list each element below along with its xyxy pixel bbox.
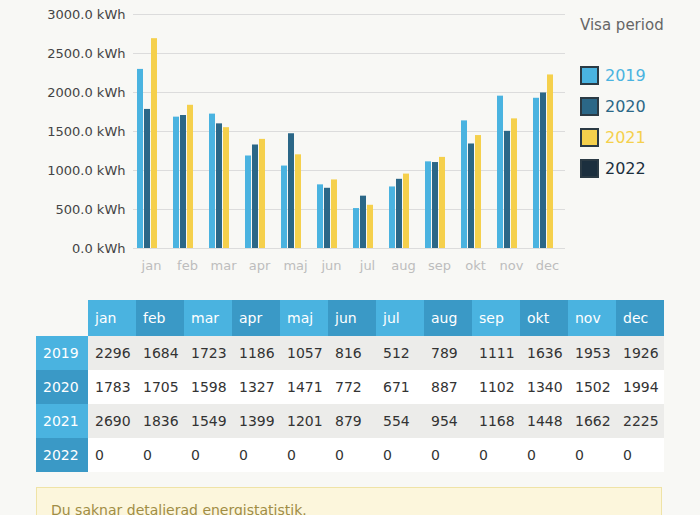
html-text:0: 0 [95,447,104,463]
html-text:jun: jun [335,310,357,326]
html-text:1926: 1926 [623,345,659,361]
html-text:0: 0 [383,447,392,463]
html-text:512: 512 [383,345,410,361]
html-text:1636: 1636 [527,345,563,361]
html-text:2020: 2020 [43,379,79,395]
html-text:2019: 2019 [43,345,79,361]
html-text:789: 789 [431,345,458,361]
svg-text:nov: nov [500,258,524,273]
html-text:2690: 2690 [95,413,131,429]
html-text:1783: 1783 [95,379,131,395]
html-text:1662: 1662 [575,413,611,429]
html-text:1057: 1057 [287,345,323,361]
html-text:jul: jul [383,310,400,326]
html-text:671: 671 [383,379,410,395]
svg-text:2500.0 kWh: 2500.0 kWh [47,46,125,61]
svg-text:dec: dec [536,258,559,273]
html-text:1502: 1502 [575,379,611,395]
html-text:1684: 1684 [143,345,179,361]
html-text:2020: 2020 [605,97,646,116]
html-text:0: 0 [479,447,488,463]
html-text:2225: 2225 [623,413,659,429]
html-text:aug: aug [431,310,458,326]
svg-text:okt: okt [465,258,486,273]
svg-text:1500.0 kWh: 1500.0 kWh [47,124,125,139]
html-text:954: 954 [431,413,458,429]
html-text:2022: 2022 [605,159,646,178]
svg-text:2000.0 kWh: 2000.0 kWh [47,85,125,100]
html-text:2022: 2022 [43,447,79,463]
svg-text:3000.0 kWh: 3000.0 kWh [47,7,125,22]
html-text:772: 772 [335,379,362,395]
html-text:0: 0 [287,447,296,463]
html-text:0: 0 [527,447,536,463]
svg-text:maj: maj [283,258,307,273]
html-text:2019: 2019 [605,66,646,85]
html-text:1168: 1168 [479,413,515,429]
html-text:0: 0 [335,447,344,463]
html-text:1836: 1836 [143,413,179,429]
html-text:0: 0 [431,447,440,463]
html-text:1471: 1471 [287,379,323,395]
html-text:sep: sep [479,310,504,326]
svg-text:jan: jan [141,258,162,273]
html-text:1598: 1598 [191,379,227,395]
html-text:1102: 1102 [479,379,515,395]
html-text:dec: dec [623,310,649,326]
html-text:1549: 1549 [191,413,227,429]
svg-text:500.0 kWh: 500.0 kWh [56,202,126,217]
html-text:Visa period: Visa period [580,16,664,34]
html-text:816: 816 [335,345,362,361]
html-text:1327: 1327 [239,379,275,395]
html-text:2021: 2021 [605,128,646,147]
html-text:2296: 2296 [95,345,131,361]
html-text:1111: 1111 [479,345,515,361]
html-text:1723: 1723 [191,345,227,361]
html-text:1201: 1201 [287,413,323,429]
html-text:0: 0 [143,447,152,463]
html-text:1953: 1953 [575,345,611,361]
html-text:1186: 1186 [239,345,275,361]
svg-text:jun: jun [320,258,341,273]
html-text:okt: okt [527,310,550,326]
html-text:1340: 1340 [527,379,563,395]
svg-text:sep: sep [428,258,451,273]
html-text:2021: 2021 [43,413,79,429]
html-text:0: 0 [191,447,200,463]
html-text:maj: maj [287,310,314,326]
html-text:mar: mar [191,310,219,326]
svg-text:mar: mar [211,258,238,273]
html-text:0: 0 [575,447,584,463]
html-text:apr: apr [239,310,263,326]
svg-text:apr: apr [249,258,271,273]
html-text:0: 0 [239,447,248,463]
html-text:feb: feb [143,310,166,326]
html-text:1994: 1994 [623,379,659,395]
html-text:554: 554 [383,413,410,429]
html-text:879: 879 [335,413,362,429]
html-text:887: 887 [431,379,458,395]
svg-text:0.0 kWh: 0.0 kWh [72,241,125,256]
html-text:jan: jan [95,310,117,326]
html-text:1399: 1399 [239,413,275,429]
svg-text:jul: jul [359,258,375,273]
html-text:1448: 1448 [527,413,563,429]
svg-text:feb: feb [177,258,198,273]
svg-text:1000.0 kWh: 1000.0 kWh [47,163,125,178]
html-text:1705: 1705 [143,379,179,395]
html-text:nov: nov [575,310,601,326]
html-text:0: 0 [623,447,632,463]
svg-text:aug: aug [391,258,415,273]
